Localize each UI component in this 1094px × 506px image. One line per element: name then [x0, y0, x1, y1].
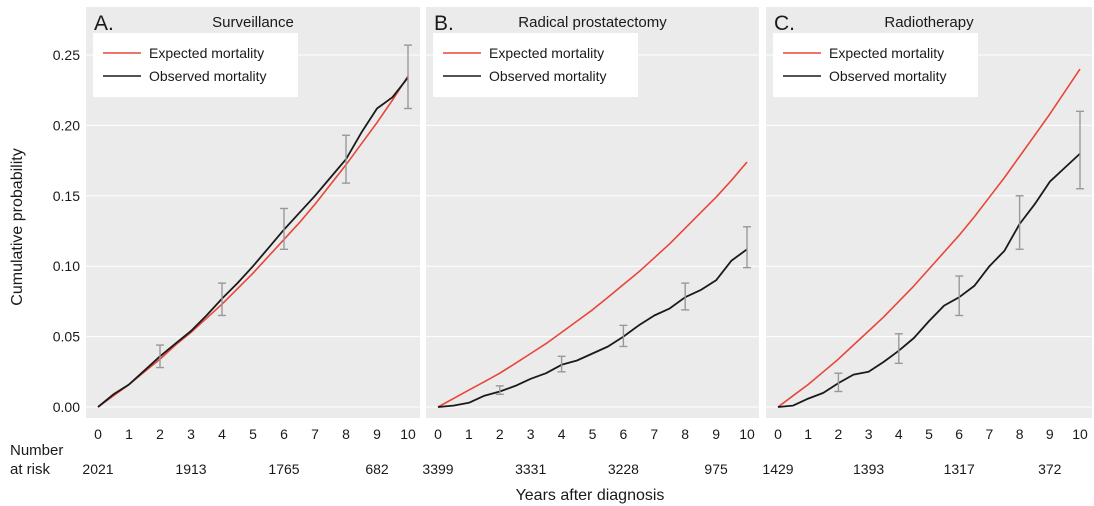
panel-label: B. [434, 12, 454, 35]
risk-count: 3399 [422, 461, 453, 477]
risk-label-line2: at risk [10, 461, 51, 478]
legend-box [773, 33, 978, 97]
x-tick-label: 5 [589, 426, 597, 442]
x-tick-label: 10 [1072, 426, 1088, 442]
y-tick-label: 0.10 [53, 258, 80, 274]
panel-label: C. [774, 12, 795, 35]
series-line-expected [437, 161, 748, 408]
x-tick-label: 2 [835, 426, 843, 442]
error-bar [1015, 195, 1024, 251]
series-line-expected [97, 75, 409, 408]
y-tick-label: 0.15 [53, 188, 80, 204]
error-bar [156, 344, 164, 369]
x-tick-label: 4 [218, 426, 226, 442]
x-tick-label: 0 [434, 426, 442, 442]
legend-label: Observed mortality [149, 68, 266, 84]
y-tick-label: 0.00 [53, 399, 80, 415]
x-tick-label: 6 [280, 426, 288, 442]
x-tick-label: 8 [1016, 426, 1024, 442]
x-tick-label: 2 [496, 426, 504, 442]
panel-title: Radiotherapy [884, 14, 974, 31]
risk-count: 2021 [82, 461, 113, 477]
series-line-observed [777, 152, 1081, 408]
x-tick-label: 9 [1046, 426, 1054, 442]
legend-label: Expected mortality [149, 45, 264, 61]
risk-count: 1913 [175, 461, 206, 477]
panels: 0.000.050.100.150.200.250 1 2 3 4 5 6 7 8 9 10A. Su… [53, 7, 1092, 477]
error-bar [681, 282, 690, 311]
x-tick-label: 3 [527, 426, 535, 442]
error-bar [743, 226, 751, 269]
x-tick-label: 7 [986, 426, 994, 442]
legend-label: Observed mortality [489, 68, 606, 84]
risk-count: 682 [365, 461, 389, 477]
x-tick-label: 3 [187, 426, 195, 442]
x-tick-label: 8 [681, 426, 689, 442]
x-tick-label: 2 [156, 426, 164, 442]
legend-box [433, 33, 638, 97]
x-tick-label: 1 [804, 426, 812, 442]
x-tick-label: 0 [94, 426, 102, 442]
risk-count: 372 [1038, 461, 1062, 477]
x-tick-label: 9 [373, 426, 381, 442]
error-bar [955, 275, 964, 317]
risk-count: 1429 [762, 461, 793, 477]
risk-label-line1: Number [10, 442, 63, 459]
risk-count: 1393 [853, 461, 884, 477]
x-tick-label: 1 [125, 426, 133, 442]
x-tick-label: 1 [465, 426, 473, 442]
y-tick-label: 0.20 [53, 117, 80, 133]
series-line-expected [777, 68, 1081, 408]
x-axis-label: Years after diagnosis [516, 487, 665, 504]
risk-count: 3228 [608, 461, 639, 477]
panel-2: 0 1 2 3 4 5 6 7 8 9 10 B. Radical prostatectomy Expec… [422, 7, 759, 477]
x-tick-label: 9 [712, 426, 720, 442]
x-tick-label: 7 [650, 426, 658, 442]
error-bar [342, 134, 350, 184]
x-tick-label: 0 [774, 426, 782, 442]
risk-count: 3331 [515, 461, 546, 477]
series-line-observed [437, 248, 748, 408]
legend-label: Expected mortality [489, 45, 604, 61]
y-tick-label: 0.05 [53, 329, 80, 345]
x-tick-label: 4 [895, 426, 903, 442]
error-bar [404, 44, 412, 110]
legend-box [93, 33, 298, 97]
x-tick-label: 5 [925, 426, 933, 442]
x-tick-label: 3 [865, 426, 873, 442]
risk-count: 975 [704, 461, 728, 477]
error-bar [280, 207, 288, 251]
panel-title: Surveillance [212, 14, 294, 31]
panel-title: Radical prostatectomy [518, 14, 667, 31]
risk-count: 1317 [944, 461, 975, 477]
series-line-observed [97, 76, 409, 408]
y-axis-label: Cumulative probability [9, 148, 26, 305]
error-bar [834, 372, 843, 393]
legend-label: Observed mortality [829, 68, 946, 84]
x-tick-label: 5 [249, 426, 257, 442]
panel-1: 0.00 0.05 0.10 0.15 0.20 0.25 0 1 2 3 4 5 6 7 8 9 10 A. Su… [53, 7, 420, 477]
x-tick-label: 10 [400, 426, 416, 442]
x-tick-label: 6 [620, 426, 628, 442]
x-tick-label: 10 [739, 426, 755, 442]
x-tick-label: 6 [955, 426, 963, 442]
x-tick-label: 4 [558, 426, 566, 442]
error-bar [557, 355, 566, 373]
y-tick-label: 0.25 [53, 47, 80, 63]
error-bar [619, 324, 628, 348]
x-tick-label: 7 [311, 426, 319, 442]
legend-label: Expected mortality [829, 45, 944, 61]
error-bar [218, 282, 226, 317]
error-bar [894, 333, 903, 365]
x-tick-label: 8 [342, 426, 350, 442]
error-bar [1076, 110, 1084, 190]
risk-count: 1765 [268, 461, 299, 477]
error-bar [495, 385, 504, 396]
panel-3: 0 1 2 3 4 5 6 7 8 9 10 C. Radiotherapy Expected morta… [762, 7, 1092, 477]
panel-label: A. [94, 12, 114, 35]
